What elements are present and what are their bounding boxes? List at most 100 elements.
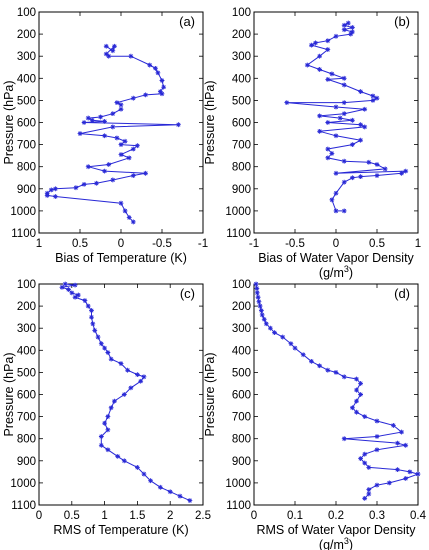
data-point-marker xyxy=(143,170,148,176)
data-point-marker xyxy=(341,82,347,88)
x-axis-unit-exponent: 3 xyxy=(344,536,349,546)
data-point-marker xyxy=(75,292,81,298)
data-point-marker xyxy=(106,53,112,59)
x-tick-label: 1 xyxy=(415,238,421,250)
data-point-marker xyxy=(341,111,347,117)
data-point-marker xyxy=(108,356,114,362)
data-point-marker xyxy=(118,361,124,366)
data-point-marker xyxy=(105,414,111,419)
data-point-marker xyxy=(135,465,140,470)
data-point-marker xyxy=(317,67,322,72)
data-point-marker xyxy=(354,387,359,393)
data-point-marker xyxy=(114,135,120,141)
data-point-marker xyxy=(341,208,347,214)
data-point-marker xyxy=(366,465,372,470)
data-point-marker xyxy=(259,312,265,318)
x-axis-unit-close: ) xyxy=(349,538,353,550)
data-point-marker xyxy=(85,115,91,121)
x-tick-label: 2 xyxy=(167,510,173,522)
data-point-marker xyxy=(159,78,165,83)
y-tick-label: 700 xyxy=(232,140,251,152)
data-point-marker xyxy=(341,75,347,81)
data-point-marker xyxy=(325,367,331,373)
y-tick-label: 400 xyxy=(232,345,251,357)
x-tick-label: 0.5 xyxy=(72,238,88,250)
data-point-marker xyxy=(348,31,354,37)
x-axis-unit-base: (g/m xyxy=(319,266,344,280)
data-point-marker xyxy=(370,98,376,103)
x-tick-label: 0.3 xyxy=(369,510,385,522)
y-tick-label: 700 xyxy=(17,412,36,424)
data-point-marker xyxy=(105,427,111,433)
y-tick-label: 900 xyxy=(232,184,251,196)
data-point-marker xyxy=(135,372,140,378)
data-point-marker xyxy=(329,151,335,156)
data-point-marker xyxy=(143,92,148,98)
data-point-marker xyxy=(362,106,368,112)
data-point-marker xyxy=(102,345,107,351)
data-point-marker xyxy=(257,303,263,309)
data-point-marker xyxy=(309,358,314,364)
data-point-marker xyxy=(317,363,322,369)
data-point-marker xyxy=(358,456,363,461)
y-tick-label: 1000 xyxy=(225,206,251,218)
data-point-marker xyxy=(187,498,193,503)
x-axis-unit-label: (g/m3) xyxy=(319,536,353,550)
data-point-marker xyxy=(333,104,339,110)
data-point-marker xyxy=(415,471,421,477)
x-axis-label: Bias of Temperature (K) xyxy=(55,251,187,265)
data-point-marker xyxy=(374,418,380,424)
data-point-marker xyxy=(98,442,104,448)
data-point-marker xyxy=(325,77,331,82)
data-point-marker xyxy=(350,175,355,181)
y-tick-label: 500 xyxy=(17,95,36,107)
data-point-marker xyxy=(354,409,359,415)
x-tick-label: 0 xyxy=(333,238,339,250)
y-tick-label: 500 xyxy=(232,367,251,379)
data-point-marker xyxy=(261,316,267,322)
data-point-marker xyxy=(92,328,98,333)
data-point-marker xyxy=(167,489,173,495)
panel-label: (b) xyxy=(394,14,410,29)
data-point-marker xyxy=(102,420,107,426)
data-point-marker xyxy=(77,131,83,136)
data-point-marker xyxy=(362,414,368,419)
data-point-marker xyxy=(341,374,347,380)
data-point-marker xyxy=(81,181,87,187)
data-point-marker xyxy=(341,27,347,33)
y-tick-label: 1000 xyxy=(10,478,36,490)
x-axis-unit-close: ) xyxy=(349,266,353,280)
data-point-marker xyxy=(53,194,58,199)
data-point-marker xyxy=(358,122,363,128)
x-tick-label: 0 xyxy=(118,238,124,250)
data-point-marker xyxy=(362,451,368,457)
data-point-marker xyxy=(48,187,54,193)
data-point-marker xyxy=(354,376,359,382)
data-point-marker xyxy=(333,208,339,214)
data-point-marker xyxy=(108,405,114,411)
data-point-marker xyxy=(121,392,127,397)
data-point-marker xyxy=(122,138,128,144)
data-point-marker xyxy=(358,381,363,386)
data-point-marker xyxy=(374,162,380,167)
x-tick-label: 2.5 xyxy=(195,510,211,522)
data-point-marker xyxy=(358,89,363,94)
data-point-marker xyxy=(147,62,153,68)
y-tick-label: 400 xyxy=(17,73,36,85)
data-point-marker xyxy=(403,168,409,174)
y-tick-label: 700 xyxy=(232,412,251,424)
data-point-marker xyxy=(325,47,331,52)
y-tick-label: 900 xyxy=(17,456,36,468)
data-point-marker xyxy=(155,70,161,76)
data-point-marker xyxy=(102,133,107,139)
data-point-marker xyxy=(333,190,339,196)
data-point-marker xyxy=(341,158,347,164)
data-point-marker xyxy=(374,447,380,453)
y-tick-label: 1000 xyxy=(10,206,36,218)
data-point-marker xyxy=(403,442,409,448)
data-point-marker xyxy=(345,20,351,26)
data-point-marker xyxy=(391,423,396,428)
y-tick-label: 1100 xyxy=(226,228,251,240)
